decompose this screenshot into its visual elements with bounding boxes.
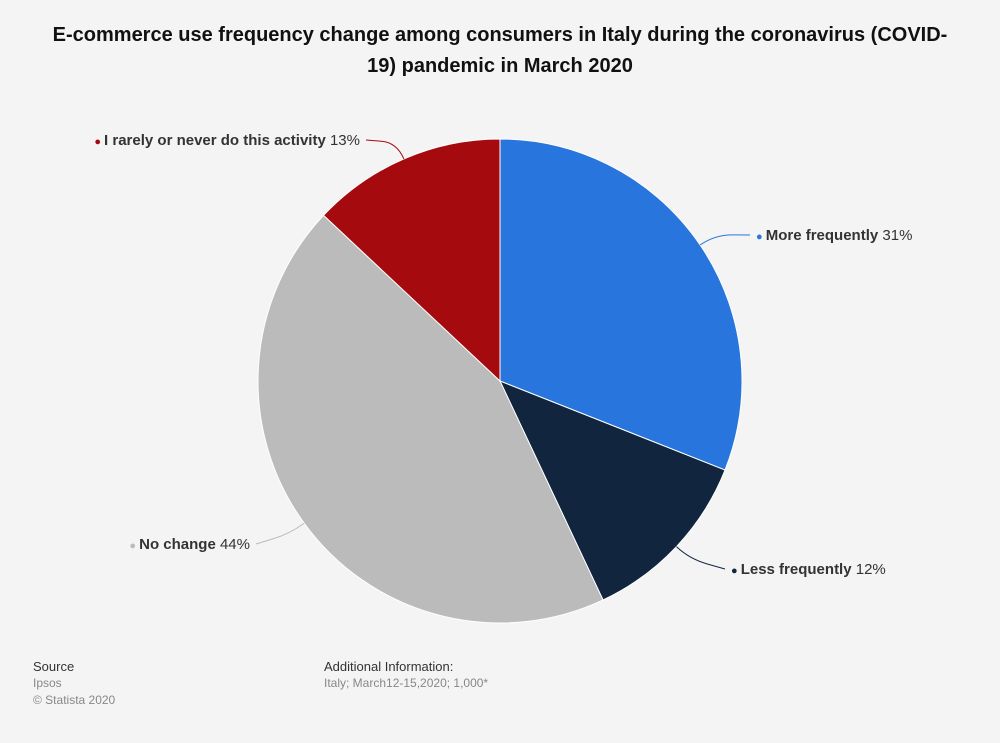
label-bullet: ● [94,136,104,148]
label-category: More frequently [766,227,883,244]
data-label-less-frequently: ● Less frequently 12% [731,561,886,578]
data-label-no-change: ● No change 44% [129,536,250,553]
chart-title: E-commerce use frequency change among co… [52,24,948,77]
source-name: Ipsos [33,676,62,690]
additional-info-block: Additional Information: Italy; March12-1… [324,658,488,692]
label-value: 13% [330,132,360,149]
label-value: 44% [220,536,250,553]
label-category: I rarely or never do this activity [104,132,330,149]
pie-slice-i-rarely-or-never-do-this-activity[interactable] [322,138,501,383]
leader-line-less-frequently [676,546,726,570]
leader-line-i-rarely-or-never-do-this-activity [365,139,405,160]
label-category: Less frequently [741,561,856,578]
pie-slice-more-frequently[interactable] [499,138,743,471]
leader-line-more-frequently [699,234,751,246]
source-heading: Source [33,659,75,674]
label-bullet: ● [129,540,139,552]
label-value: 12% [856,561,886,578]
label-value: 31% [882,227,912,244]
copyright: © Statista 2020 [33,693,116,707]
pie-slice-no-change[interactable] [257,214,604,624]
data-label-i-rarely-or-never-do-this-activity: ● I rarely or never do this activity 13% [94,132,360,149]
additional-info-text: Italy; March12-15,2020; 1,000* [324,676,489,690]
additional-info-heading: Additional Information: [324,659,454,674]
label-bullet: ● [731,565,741,577]
data-label-more-frequently: ● More frequently 31% [756,227,912,244]
label-bullet: ● [756,231,766,243]
label-category: No change [139,536,220,553]
pie-slice-less-frequently[interactable] [499,380,726,601]
source-block: Source Ipsos © Statista 2020 [33,658,115,709]
leader-line-no-change [255,522,305,545]
